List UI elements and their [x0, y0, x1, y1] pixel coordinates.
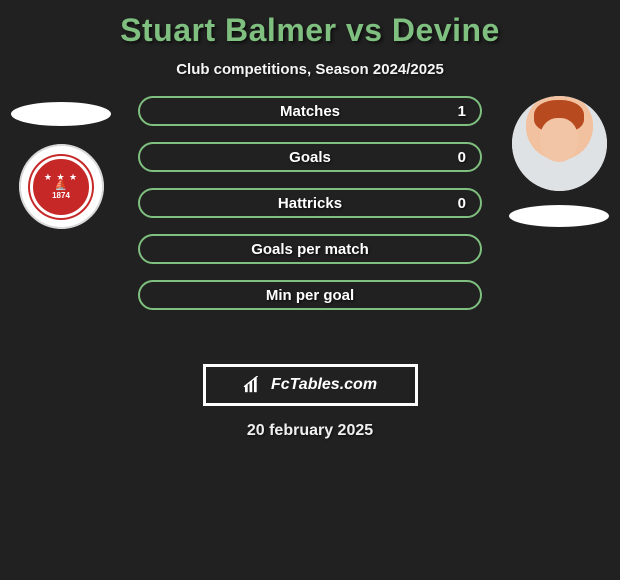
player-right-column	[504, 96, 614, 245]
stat-label: Min per goal	[266, 287, 354, 304]
stat-left-value	[154, 144, 196, 170]
stat-row-goals: Goals 0	[138, 142, 482, 172]
stat-left-value	[154, 98, 196, 124]
stat-right-value: 0	[424, 190, 466, 216]
stat-row-matches: Matches 1	[138, 96, 482, 126]
player-right-placeholder-oval	[509, 205, 609, 227]
club-badge-outer: ★ ★ ★ ⛵ 1874	[19, 144, 104, 229]
club-badge-ship-icon: ⛵	[55, 181, 67, 191]
player-skin	[540, 118, 578, 162]
player-left-club-badge: ★ ★ ★ ⛵ 1874	[19, 144, 104, 229]
page-subtitle: Club competitions, Season 2024/2025	[0, 53, 620, 96]
bar-chart-icon	[243, 376, 265, 394]
stat-row-hattricks: Hattricks 0	[138, 188, 482, 218]
stat-row-min-per-goal: Min per goal	[138, 280, 482, 310]
stat-right-value: 1	[424, 98, 466, 124]
stat-right-value	[424, 236, 466, 262]
player-left-column: ★ ★ ★ ⛵ 1874	[6, 96, 116, 229]
stat-right-value: 0	[424, 144, 466, 170]
page-title: Stuart Balmer vs Devine	[0, 0, 620, 53]
watermark-text: FcTables.com	[271, 376, 377, 394]
watermark-box: FcTables.com	[203, 364, 418, 406]
player-left-placeholder-oval	[11, 102, 111, 126]
stats-list: Matches 1 Goals 0 Hattricks 0 Goals per …	[138, 96, 482, 310]
club-badge-inner: ★ ★ ★ ⛵ 1874	[30, 156, 92, 218]
club-badge-year: 1874	[52, 192, 70, 200]
comparison-card: Stuart Balmer vs Devine Club competition…	[0, 0, 620, 440]
stat-left-value	[154, 190, 196, 216]
stat-label: Goals per match	[251, 241, 369, 258]
stat-left-value	[154, 282, 196, 308]
footer-date: 20 february 2025	[0, 422, 620, 440]
player-face-icon	[512, 96, 607, 191]
stat-row-goals-per-match: Goals per match	[138, 234, 482, 264]
stat-label: Matches	[280, 103, 340, 120]
player-right-avatar	[512, 96, 607, 191]
stat-right-value	[424, 282, 466, 308]
stat-left-value	[154, 236, 196, 262]
comparison-body: ★ ★ ★ ⛵ 1874 Matches 1	[0, 96, 620, 346]
stat-label: Goals	[289, 149, 331, 166]
stat-label: Hattricks	[278, 195, 342, 212]
